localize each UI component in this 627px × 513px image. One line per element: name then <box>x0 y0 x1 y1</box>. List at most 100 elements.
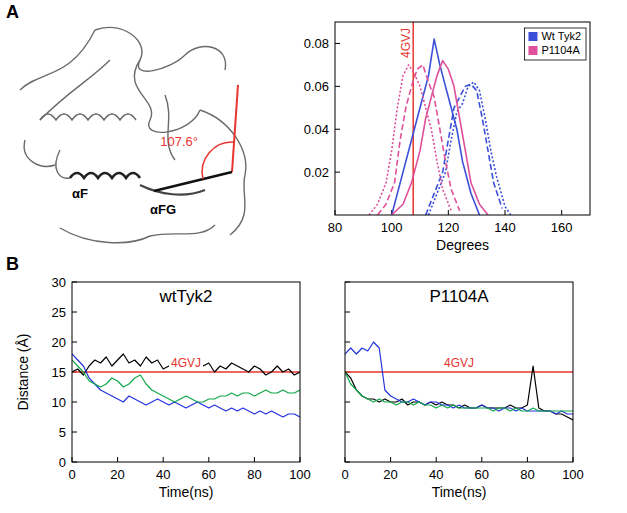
x-tick-label: 100 <box>562 467 584 482</box>
ribbon <box>40 114 136 120</box>
x-axis-title: Time(ns) <box>432 484 487 500</box>
data-lines <box>345 342 573 420</box>
y-tick-label: 20 <box>52 335 66 350</box>
x-tick-label: 80 <box>328 220 342 235</box>
series-line <box>345 372 573 411</box>
panel-title: wtTyk2 <box>159 287 213 306</box>
label-patch <box>169 356 203 370</box>
x-tick-label: 60 <box>202 467 216 482</box>
reference-label: 4GVJ <box>444 356 474 370</box>
series-line <box>429 82 511 215</box>
y-tick-label: 25 <box>52 305 66 320</box>
ribbon <box>150 225 215 236</box>
x-tick-label: 40 <box>429 467 443 482</box>
ribbon <box>134 60 200 132</box>
x-tick <box>527 457 528 462</box>
plot: 0 20 40 60 80 100 0 5 10 15 20 25 30 4GVJ wtTyk2 Time(n… <box>15 275 311 501</box>
plot: 801001201401600.020.040.060.084GVJDegree… <box>304 22 590 253</box>
y-tick-label: 0.08 <box>304 36 329 51</box>
plot: 0204060801004GVJP1104ATime(ns) <box>341 282 583 500</box>
x-axis-title: Time(ns) <box>159 484 214 500</box>
x-tick-label: 20 <box>110 467 124 482</box>
ribbon <box>56 150 70 178</box>
frame <box>335 22 590 215</box>
ribbon <box>40 60 110 120</box>
structure-label: αF <box>72 186 88 201</box>
y-tick <box>345 402 350 403</box>
y-tick <box>345 312 350 313</box>
x-tick-label: 0 <box>68 467 75 482</box>
y-tick <box>72 342 77 343</box>
legend-swatch <box>528 46 537 55</box>
angle-arc <box>202 142 234 179</box>
y-tick <box>345 432 350 433</box>
x-tick-label: 80 <box>247 467 261 482</box>
y-tick <box>335 43 340 44</box>
panel-letter: B <box>6 254 19 274</box>
ribbon <box>20 30 95 90</box>
reference-line <box>72 371 300 373</box>
ribbon <box>200 110 246 235</box>
x-axis-title: Degrees <box>436 237 489 253</box>
reference-line <box>345 371 573 373</box>
data-lines <box>72 354 300 417</box>
y-axis-title: Distance (Å) <box>15 333 31 410</box>
x-tick <box>117 457 118 462</box>
x-tick-label: 160 <box>551 220 573 235</box>
frame <box>345 282 573 462</box>
x-tick-label: 40 <box>156 467 170 482</box>
x-tick <box>208 457 209 462</box>
ribbon <box>24 140 55 166</box>
angle-arm <box>154 172 232 191</box>
y-tick <box>72 432 77 433</box>
series-line <box>72 354 300 375</box>
series-line <box>378 65 460 215</box>
y-tick-label: 5 <box>59 425 66 440</box>
angle-label: 107.6° <box>160 134 198 149</box>
series-line <box>392 61 488 215</box>
x-tick <box>448 210 449 215</box>
y-tick <box>72 402 77 403</box>
x-tick <box>163 457 164 462</box>
x-tick-label: 80 <box>520 467 534 482</box>
x-tick-label: 60 <box>475 467 489 482</box>
frame <box>72 282 300 462</box>
x-tick <box>481 457 482 462</box>
y-tick-label: 30 <box>52 275 66 290</box>
y-tick-label: 15 <box>52 365 66 380</box>
y-tick-label: 10 <box>52 395 66 410</box>
series-line <box>345 366 573 420</box>
helix-af <box>70 173 140 178</box>
legend-box <box>524 28 586 60</box>
angle-arm <box>232 85 238 172</box>
data-lines <box>369 22 511 215</box>
y-tick <box>72 312 77 313</box>
y-tick <box>345 342 350 343</box>
x-tick <box>254 457 255 462</box>
x-tick-label: 100 <box>289 467 311 482</box>
panel-letter: A <box>6 2 19 22</box>
reference-label: 4GVJ <box>399 28 413 58</box>
legend: Wt Tyk2P1104A <box>524 28 586 60</box>
y-tick <box>335 129 340 130</box>
series-line <box>345 342 573 414</box>
x-tick-label: 140 <box>494 220 516 235</box>
y-tick-label: 0.04 <box>304 122 329 137</box>
y-tick-label: 0.02 <box>304 165 329 180</box>
structure <box>20 27 246 242</box>
legend-swatch <box>528 32 537 41</box>
x-tick <box>505 210 506 215</box>
series-line <box>72 354 300 417</box>
ribbon <box>60 228 150 243</box>
x-tick-label: 120 <box>437 220 459 235</box>
y-tick <box>335 172 340 173</box>
x-tick-label: 100 <box>381 220 403 235</box>
legend-label: Wt Tyk2 <box>541 30 581 42</box>
y-tick-label: 0 <box>59 455 66 470</box>
label-patch <box>442 356 476 370</box>
ribbon <box>165 95 175 160</box>
reference-label: 4GVJ <box>171 356 201 370</box>
structure-label: αFG <box>150 202 176 217</box>
figure: A107.6°αFαFG801001201401600.020.040.060.… <box>0 0 627 513</box>
x-tick <box>561 210 562 215</box>
